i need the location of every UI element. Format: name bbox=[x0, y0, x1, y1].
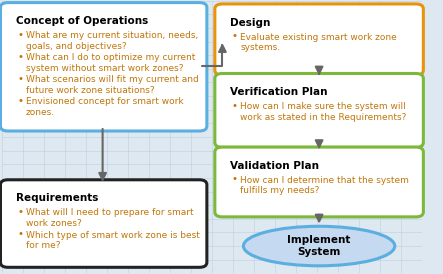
Text: •: • bbox=[17, 30, 23, 40]
Text: •: • bbox=[232, 31, 237, 41]
Text: Implement
System: Implement System bbox=[288, 235, 351, 257]
Text: •: • bbox=[17, 207, 23, 217]
Text: Which type of smart work zone is best
for me?: Which type of smart work zone is best fo… bbox=[26, 230, 199, 250]
Text: •: • bbox=[232, 101, 237, 111]
Text: Envisioned concept for smart work
zones.: Envisioned concept for smart work zones. bbox=[26, 98, 183, 117]
Text: Validation Plan: Validation Plan bbox=[230, 161, 319, 171]
FancyBboxPatch shape bbox=[0, 2, 207, 131]
Text: •: • bbox=[17, 96, 23, 106]
FancyBboxPatch shape bbox=[215, 4, 424, 75]
Ellipse shape bbox=[244, 226, 395, 266]
Text: How can I make sure the system will
work as stated in the Requirements?: How can I make sure the system will work… bbox=[240, 102, 406, 122]
Text: •: • bbox=[17, 229, 23, 239]
Text: How can I determine that the system
fulfills my needs?: How can I determine that the system fulf… bbox=[240, 176, 409, 195]
Text: What scenarios will fit my current and
future work zone situations?: What scenarios will fit my current and f… bbox=[26, 75, 198, 95]
Text: •: • bbox=[17, 52, 23, 62]
Text: Design: Design bbox=[230, 18, 270, 28]
FancyBboxPatch shape bbox=[0, 180, 207, 267]
Text: What can I do to optimize my current
system without smart work zones?: What can I do to optimize my current sys… bbox=[26, 53, 195, 73]
Text: Requirements: Requirements bbox=[16, 193, 98, 203]
Text: What will I need to prepare for smart
work zones?: What will I need to prepare for smart wo… bbox=[26, 209, 193, 228]
Text: Concept of Operations: Concept of Operations bbox=[16, 16, 148, 26]
Text: •: • bbox=[232, 174, 237, 184]
FancyBboxPatch shape bbox=[215, 147, 424, 217]
Text: Verification Plan: Verification Plan bbox=[230, 87, 327, 97]
FancyBboxPatch shape bbox=[215, 73, 424, 147]
Text: What are my current situation, needs,
goals, and objectives?: What are my current situation, needs, go… bbox=[26, 31, 198, 51]
Text: •: • bbox=[17, 74, 23, 84]
Text: Evaluate existing smart work zone
systems.: Evaluate existing smart work zone system… bbox=[240, 33, 397, 52]
